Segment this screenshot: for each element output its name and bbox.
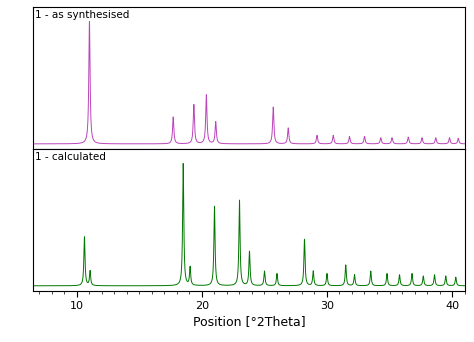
X-axis label: Position [°2Theta]: Position [°2Theta]	[192, 315, 305, 328]
Text: 1 - calculated: 1 - calculated	[36, 152, 106, 162]
Text: 1 - as synthesised: 1 - as synthesised	[36, 10, 130, 20]
